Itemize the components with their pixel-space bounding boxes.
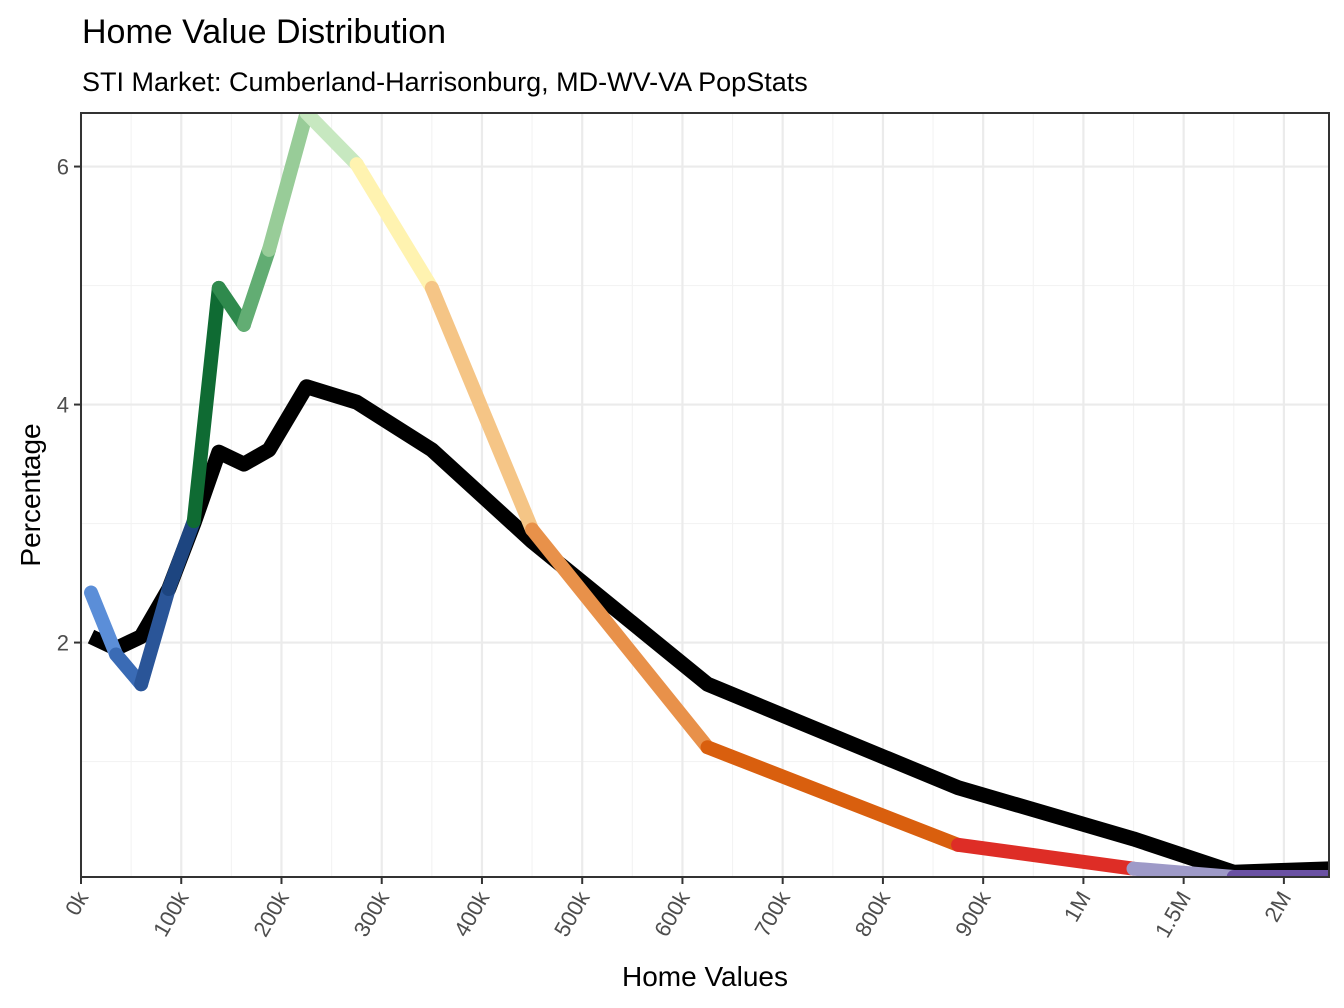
chart-subtitle: STI Market: Cumberland-Harrisonburg, MD-… [82, 67, 808, 97]
y-tick-label: 2 [57, 631, 69, 656]
popstats-segment [186, 280, 226, 529]
x-tick-label: 800k [850, 886, 896, 941]
x-tick-label: 300k [349, 886, 395, 941]
x-tick-label: 900k [950, 886, 996, 941]
popstats-segment [236, 242, 276, 332]
popstats-segment [134, 582, 176, 692]
popstats-segment [161, 514, 201, 597]
x-tick-label: 100k [148, 886, 194, 941]
x-axis: 0k 100k 200k 300k 400k 500k 600k 700k 800k 900k 1M… [60, 877, 1296, 942]
x-tick-label: 600k [649, 886, 695, 941]
popstats-segment [700, 740, 966, 852]
series-layer [84, 113, 1329, 877]
popstats-segment [261, 113, 314, 257]
y-tick-label: 4 [57, 393, 69, 418]
x-tick-label: 1M [1059, 887, 1096, 926]
popstats-segment [951, 837, 1141, 876]
x-tick-label: 1.5M [1150, 887, 1196, 942]
y-axis: 2 4 6 [57, 155, 81, 656]
panel-border [80, 112, 1330, 878]
x-tick-label: 400k [449, 886, 495, 941]
chart-title: Home Value Distribution [82, 13, 446, 51]
x-tick-label: 500k [549, 886, 595, 941]
gridlines [79, 113, 1329, 877]
market-line [87, 379, 1329, 877]
popstats-segment [424, 280, 540, 537]
popstats-segment [349, 157, 439, 295]
popstats-segment [525, 522, 715, 755]
y-axis-title: Percentage [15, 423, 46, 566]
x-tick-label: 700k [750, 886, 796, 941]
popstats-segment [1126, 861, 1241, 877]
y-tick-label: 6 [57, 155, 69, 180]
x-tick-label: 0k [60, 886, 94, 919]
popstats-segment [299, 113, 364, 172]
popstats-segment [84, 585, 124, 662]
x-tick-label: 200k [248, 886, 294, 941]
x-tick-label: 2M [1259, 887, 1296, 926]
x-axis-title: Home Values [622, 961, 788, 992]
